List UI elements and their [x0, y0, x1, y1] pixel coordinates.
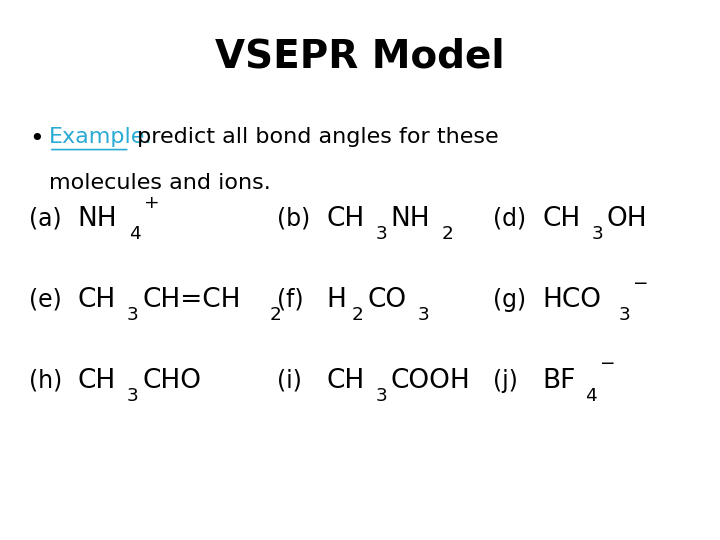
- Text: 3: 3: [127, 306, 139, 324]
- Text: −: −: [634, 274, 649, 293]
- Text: (a): (a): [29, 207, 61, 231]
- Text: (j): (j): [493, 369, 518, 393]
- Text: 3: 3: [418, 306, 429, 324]
- Text: (f): (f): [277, 288, 304, 312]
- Text: NH: NH: [78, 206, 117, 232]
- Text: 2: 2: [269, 306, 282, 324]
- Text: HCO: HCO: [542, 287, 601, 313]
- Text: CH: CH: [326, 206, 364, 232]
- Text: predict all bond angles for these: predict all bond angles for these: [130, 127, 498, 147]
- Text: VSEPR Model: VSEPR Model: [215, 38, 505, 76]
- Text: molecules and ions.: molecules and ions.: [49, 173, 271, 193]
- Text: −: −: [600, 355, 616, 374]
- Text: 3: 3: [618, 306, 630, 324]
- Text: (h): (h): [29, 369, 62, 393]
- Text: 3: 3: [376, 387, 387, 405]
- Text: •: •: [29, 127, 43, 151]
- Text: 2: 2: [352, 306, 364, 324]
- Text: CHO: CHO: [143, 368, 202, 394]
- Text: CH: CH: [78, 368, 116, 394]
- Text: COOH: COOH: [391, 368, 470, 394]
- Text: 3: 3: [376, 225, 387, 243]
- Text: CH: CH: [326, 368, 364, 394]
- Text: CH: CH: [542, 206, 580, 232]
- Text: Example:: Example:: [49, 127, 153, 147]
- Text: (e): (e): [29, 288, 61, 312]
- Text: (d): (d): [493, 207, 526, 231]
- Text: 3: 3: [592, 225, 603, 243]
- Text: H: H: [326, 287, 346, 313]
- Text: 4: 4: [129, 225, 140, 243]
- Text: 3: 3: [127, 387, 139, 405]
- Text: OH: OH: [607, 206, 647, 232]
- Text: CH: CH: [78, 287, 116, 313]
- Text: (i): (i): [277, 369, 302, 393]
- Text: (b): (b): [277, 207, 310, 231]
- Text: CH=CH: CH=CH: [143, 287, 240, 313]
- Text: CO: CO: [367, 287, 406, 313]
- Text: 4: 4: [585, 387, 597, 405]
- Text: BF: BF: [542, 368, 575, 394]
- Text: 2: 2: [442, 225, 454, 243]
- Text: NH: NH: [391, 206, 431, 232]
- Text: (g): (g): [493, 288, 526, 312]
- Text: +: +: [144, 193, 160, 212]
